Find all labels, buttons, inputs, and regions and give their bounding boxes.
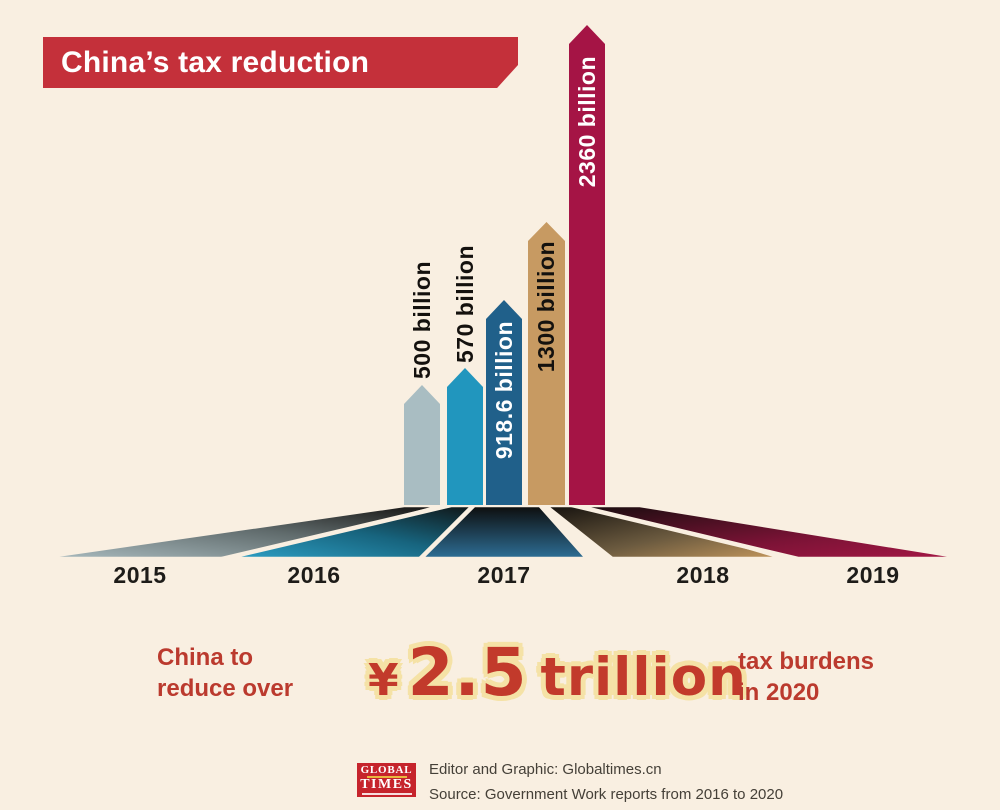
bar-2016 (447, 368, 483, 505)
bar-value-2016: 570 billion (452, 245, 478, 363)
amount-unit: trillion (540, 647, 747, 708)
axis-year-2018: 2018 (676, 562, 730, 588)
bar-2017 (486, 300, 522, 505)
bar-value-2019: 2360 billion (574, 56, 600, 188)
logo-line1: GLOBAL (360, 764, 413, 776)
source-line: Source: Government Work reports from 201… (429, 786, 784, 803)
title-banner: China’s tax reduction (43, 37, 518, 88)
axis-year-2016: 2016 (287, 562, 341, 588)
summary-outro-line2: in 2020 (738, 679, 820, 706)
bar-2018 (528, 222, 565, 505)
logo-tagline-line (361, 793, 412, 795)
logo-divider (366, 776, 407, 778)
credit-line: Editor and Graphic: Globaltimes.cn (429, 761, 662, 778)
summary-outro: tax burdens in 2020 (738, 646, 874, 708)
bar-value-2015: 500 billion (409, 261, 435, 379)
axis-year-2015: 2015 (113, 562, 167, 588)
currency-symbol: ¥ (368, 655, 399, 706)
beam-2017 (414, 502, 593, 561)
axis-year-2017: 2017 (477, 562, 531, 588)
summary-intro-line1: China to (157, 644, 253, 671)
summary-intro-line2: reduce over (157, 675, 294, 702)
logo-line2: TIMES (360, 777, 413, 792)
summary-outro-line1: tax burdens (738, 648, 875, 675)
footer-credits: Editor and Graphic: Globaltimes.cn Sourc… (429, 757, 783, 807)
ground-beams (27, 502, 976, 561)
bar-value-2018: 1300 billion (533, 241, 559, 373)
global-times-logo: GLOBAL TIMES (357, 763, 416, 797)
beam-2019 (571, 502, 976, 561)
page-title: China’s tax reduction (61, 45, 370, 79)
bar-2019 (569, 25, 605, 505)
bar-value-2017: 918.6 billion (491, 321, 517, 460)
bar-2015 (404, 385, 440, 505)
amount-value: 2.5 (407, 634, 528, 711)
axis-year-2019: 2019 (846, 562, 900, 588)
summary-amount: ¥ 2.5 trillion (368, 634, 747, 711)
summary-intro: China to reduce over (157, 642, 293, 704)
